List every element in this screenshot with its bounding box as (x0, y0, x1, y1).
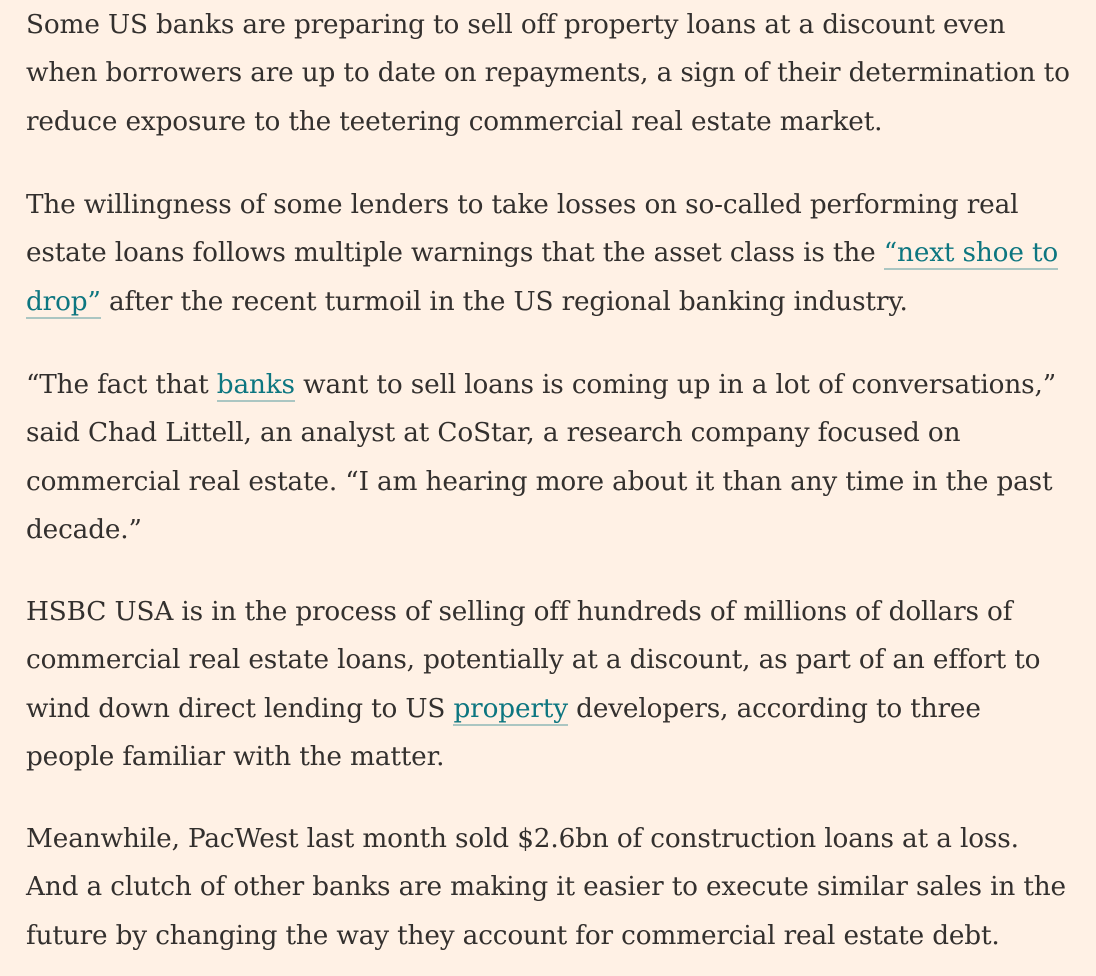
paragraph-1: Some US banks are preparing to sell off … (26, 1, 1076, 146)
paragraph-2-text-before: The willingness of some lenders to take … (26, 190, 1019, 269)
paragraph-3-text-before: “The fact that (26, 370, 217, 400)
paragraph-3: “The fact that banks want to sell loans … (26, 361, 1076, 554)
paragraph-4-text-after: developers, according to three people fa… (26, 693, 981, 772)
next-shoe-to-drop-link[interactable]: “next shoe to drop” (26, 238, 1059, 319)
paragraph-4: HSBC USA is in the process of selling of… (26, 588, 1076, 781)
paragraph-3-text-after: want to sell loans is coming up in a lot… (26, 370, 1056, 545)
property-link[interactable]: property (453, 693, 568, 726)
paragraph-4-text-before: HSBC USA is in the process of selling of… (26, 597, 1041, 724)
banks-link[interactable]: banks (216, 370, 295, 402)
paragraph-2: The willingness of some lenders to take … (26, 181, 1076, 326)
paragraph-1-text: Some US banks are preparing to sell off … (26, 10, 1070, 137)
paragraph-5-text: Meanwhile, PacWest last month sold $2.6b… (26, 824, 1066, 951)
paragraph-2-text-after: after the recent turmoil in the US regio… (100, 286, 908, 317)
paragraph-5: Meanwhile, PacWest last month sold $2.6b… (26, 815, 1076, 960)
